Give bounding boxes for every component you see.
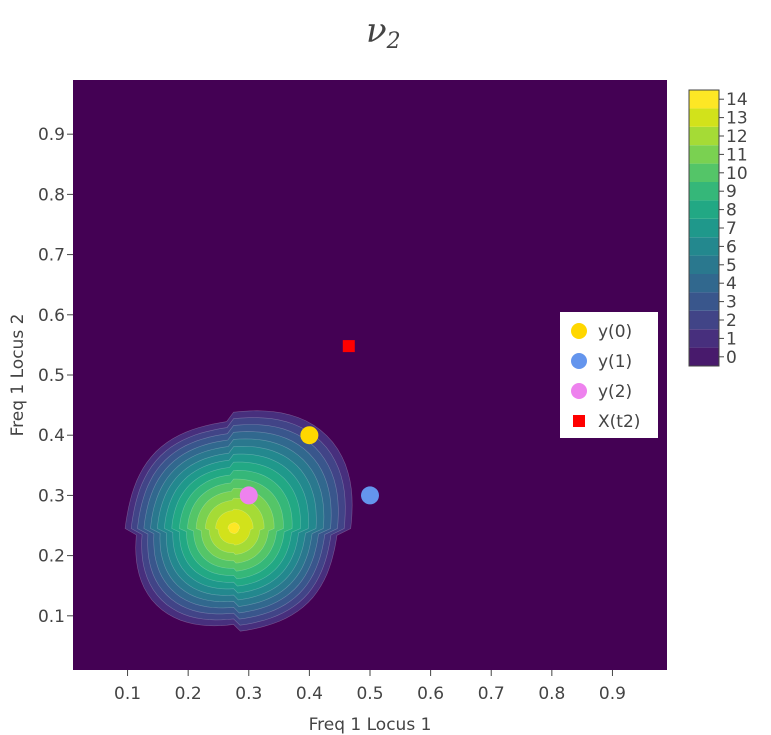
colorbar-band-14 bbox=[689, 90, 719, 109]
colorbar-tick-label: 6 bbox=[726, 237, 737, 257]
colorbar-band-8 bbox=[689, 200, 719, 219]
marker-square-3 bbox=[342, 340, 355, 353]
marker-layer bbox=[239, 340, 379, 505]
colorbar-tick-label: 12 bbox=[726, 127, 748, 147]
colorbar-band-11 bbox=[689, 145, 719, 164]
y-tick-label: 0.1 bbox=[38, 607, 65, 627]
marker-point-1 bbox=[361, 486, 379, 505]
y-tick-label: 0.3 bbox=[38, 486, 65, 506]
colorbar-tick-label: 8 bbox=[726, 201, 737, 221]
colorbar-tick-label: 5 bbox=[726, 256, 737, 276]
x-axis-ticks: 0.1 0.2 0.3 0.4 0.5 0.6 0.7 0.8 0.9 bbox=[114, 670, 626, 704]
y-tick-label: 0.7 bbox=[38, 246, 65, 266]
y-tick-label: 0.5 bbox=[38, 366, 65, 386]
colorbar-tick-label: 4 bbox=[726, 274, 737, 294]
y-axis-title: Freq 1 Locus 2 bbox=[8, 314, 28, 437]
legend-swatch-circle bbox=[571, 323, 587, 339]
legend-label: X(t2) bbox=[598, 412, 640, 432]
x-tick-label: 0.6 bbox=[417, 684, 444, 704]
colorbar-tick-label: 11 bbox=[726, 145, 748, 165]
legend-swatch-circle bbox=[571, 383, 587, 399]
legend-label: y(0) bbox=[598, 322, 632, 342]
colorbar-tick-label: 7 bbox=[726, 219, 737, 239]
colorbar-tick-label: 2 bbox=[726, 311, 737, 331]
colorbar-tick-label: 10 bbox=[726, 164, 748, 184]
chart-title-main: ν bbox=[366, 11, 387, 51]
x-tick-label: 0.4 bbox=[296, 684, 323, 704]
colorbar-band-13 bbox=[689, 108, 719, 127]
legend-label: y(2) bbox=[598, 382, 632, 402]
colorbar-band-2 bbox=[689, 310, 719, 330]
y-tick-label: 0.4 bbox=[38, 426, 65, 446]
colorbar-tick-label: 13 bbox=[726, 109, 748, 129]
colorbar-band-10 bbox=[689, 163, 719, 182]
colorbar-band-6 bbox=[689, 237, 719, 256]
colorbar-band-1 bbox=[689, 329, 719, 348]
x-axis-title: Freq 1 Locus 1 bbox=[309, 715, 432, 735]
y-tick-label: 0.9 bbox=[38, 125, 65, 145]
colorbar-band-3 bbox=[689, 292, 719, 311]
x-tick-label: 0.7 bbox=[478, 684, 505, 704]
y-tick-label: 0.8 bbox=[38, 185, 65, 205]
chart-title-subscript: 2 bbox=[386, 29, 401, 54]
legend: y(0) y(1) y(2) X(t2) bbox=[560, 312, 658, 438]
x-tick-label: 0.9 bbox=[599, 684, 626, 704]
y-axis-ticks: 0.1 0.2 0.3 0.4 0.5 0.6 0.7 0.8 0.9 bbox=[38, 125, 73, 627]
y-tick-label: 0.6 bbox=[38, 306, 65, 326]
colorbar-band-5 bbox=[689, 255, 719, 274]
colorbar-tick-label: 3 bbox=[726, 293, 737, 313]
marker-point-0 bbox=[300, 426, 319, 445]
colorbar-band-9 bbox=[689, 182, 719, 201]
chart-title: ν2 bbox=[366, 11, 401, 54]
colorbar-band-7 bbox=[689, 218, 719, 238]
colorbar-band-0 bbox=[689, 347, 719, 366]
contour-layer bbox=[124, 410, 353, 632]
colorbar-tick-label: 9 bbox=[726, 182, 737, 202]
legend-label: y(1) bbox=[598, 352, 632, 372]
marker-point-2 bbox=[239, 486, 258, 505]
x-tick-label: 0.2 bbox=[175, 684, 202, 704]
colorbar-tick-label: 1 bbox=[726, 329, 737, 349]
legend-swatch-square bbox=[573, 415, 585, 427]
x-tick-label: 0.3 bbox=[235, 684, 262, 704]
x-tick-label: 0.5 bbox=[356, 684, 383, 704]
x-tick-label: 0.8 bbox=[538, 684, 565, 704]
contour-level-14 bbox=[227, 522, 240, 535]
colorbar-band-12 bbox=[689, 126, 719, 146]
legend-swatch-circle bbox=[571, 353, 587, 369]
y-tick-label: 0.2 bbox=[38, 547, 65, 567]
colorbar-band-4 bbox=[689, 274, 719, 293]
x-tick-label: 0.1 bbox=[114, 684, 141, 704]
colorbar-tick-label: 0 bbox=[726, 348, 737, 368]
colorbar-tick-label: 14 bbox=[726, 90, 748, 110]
